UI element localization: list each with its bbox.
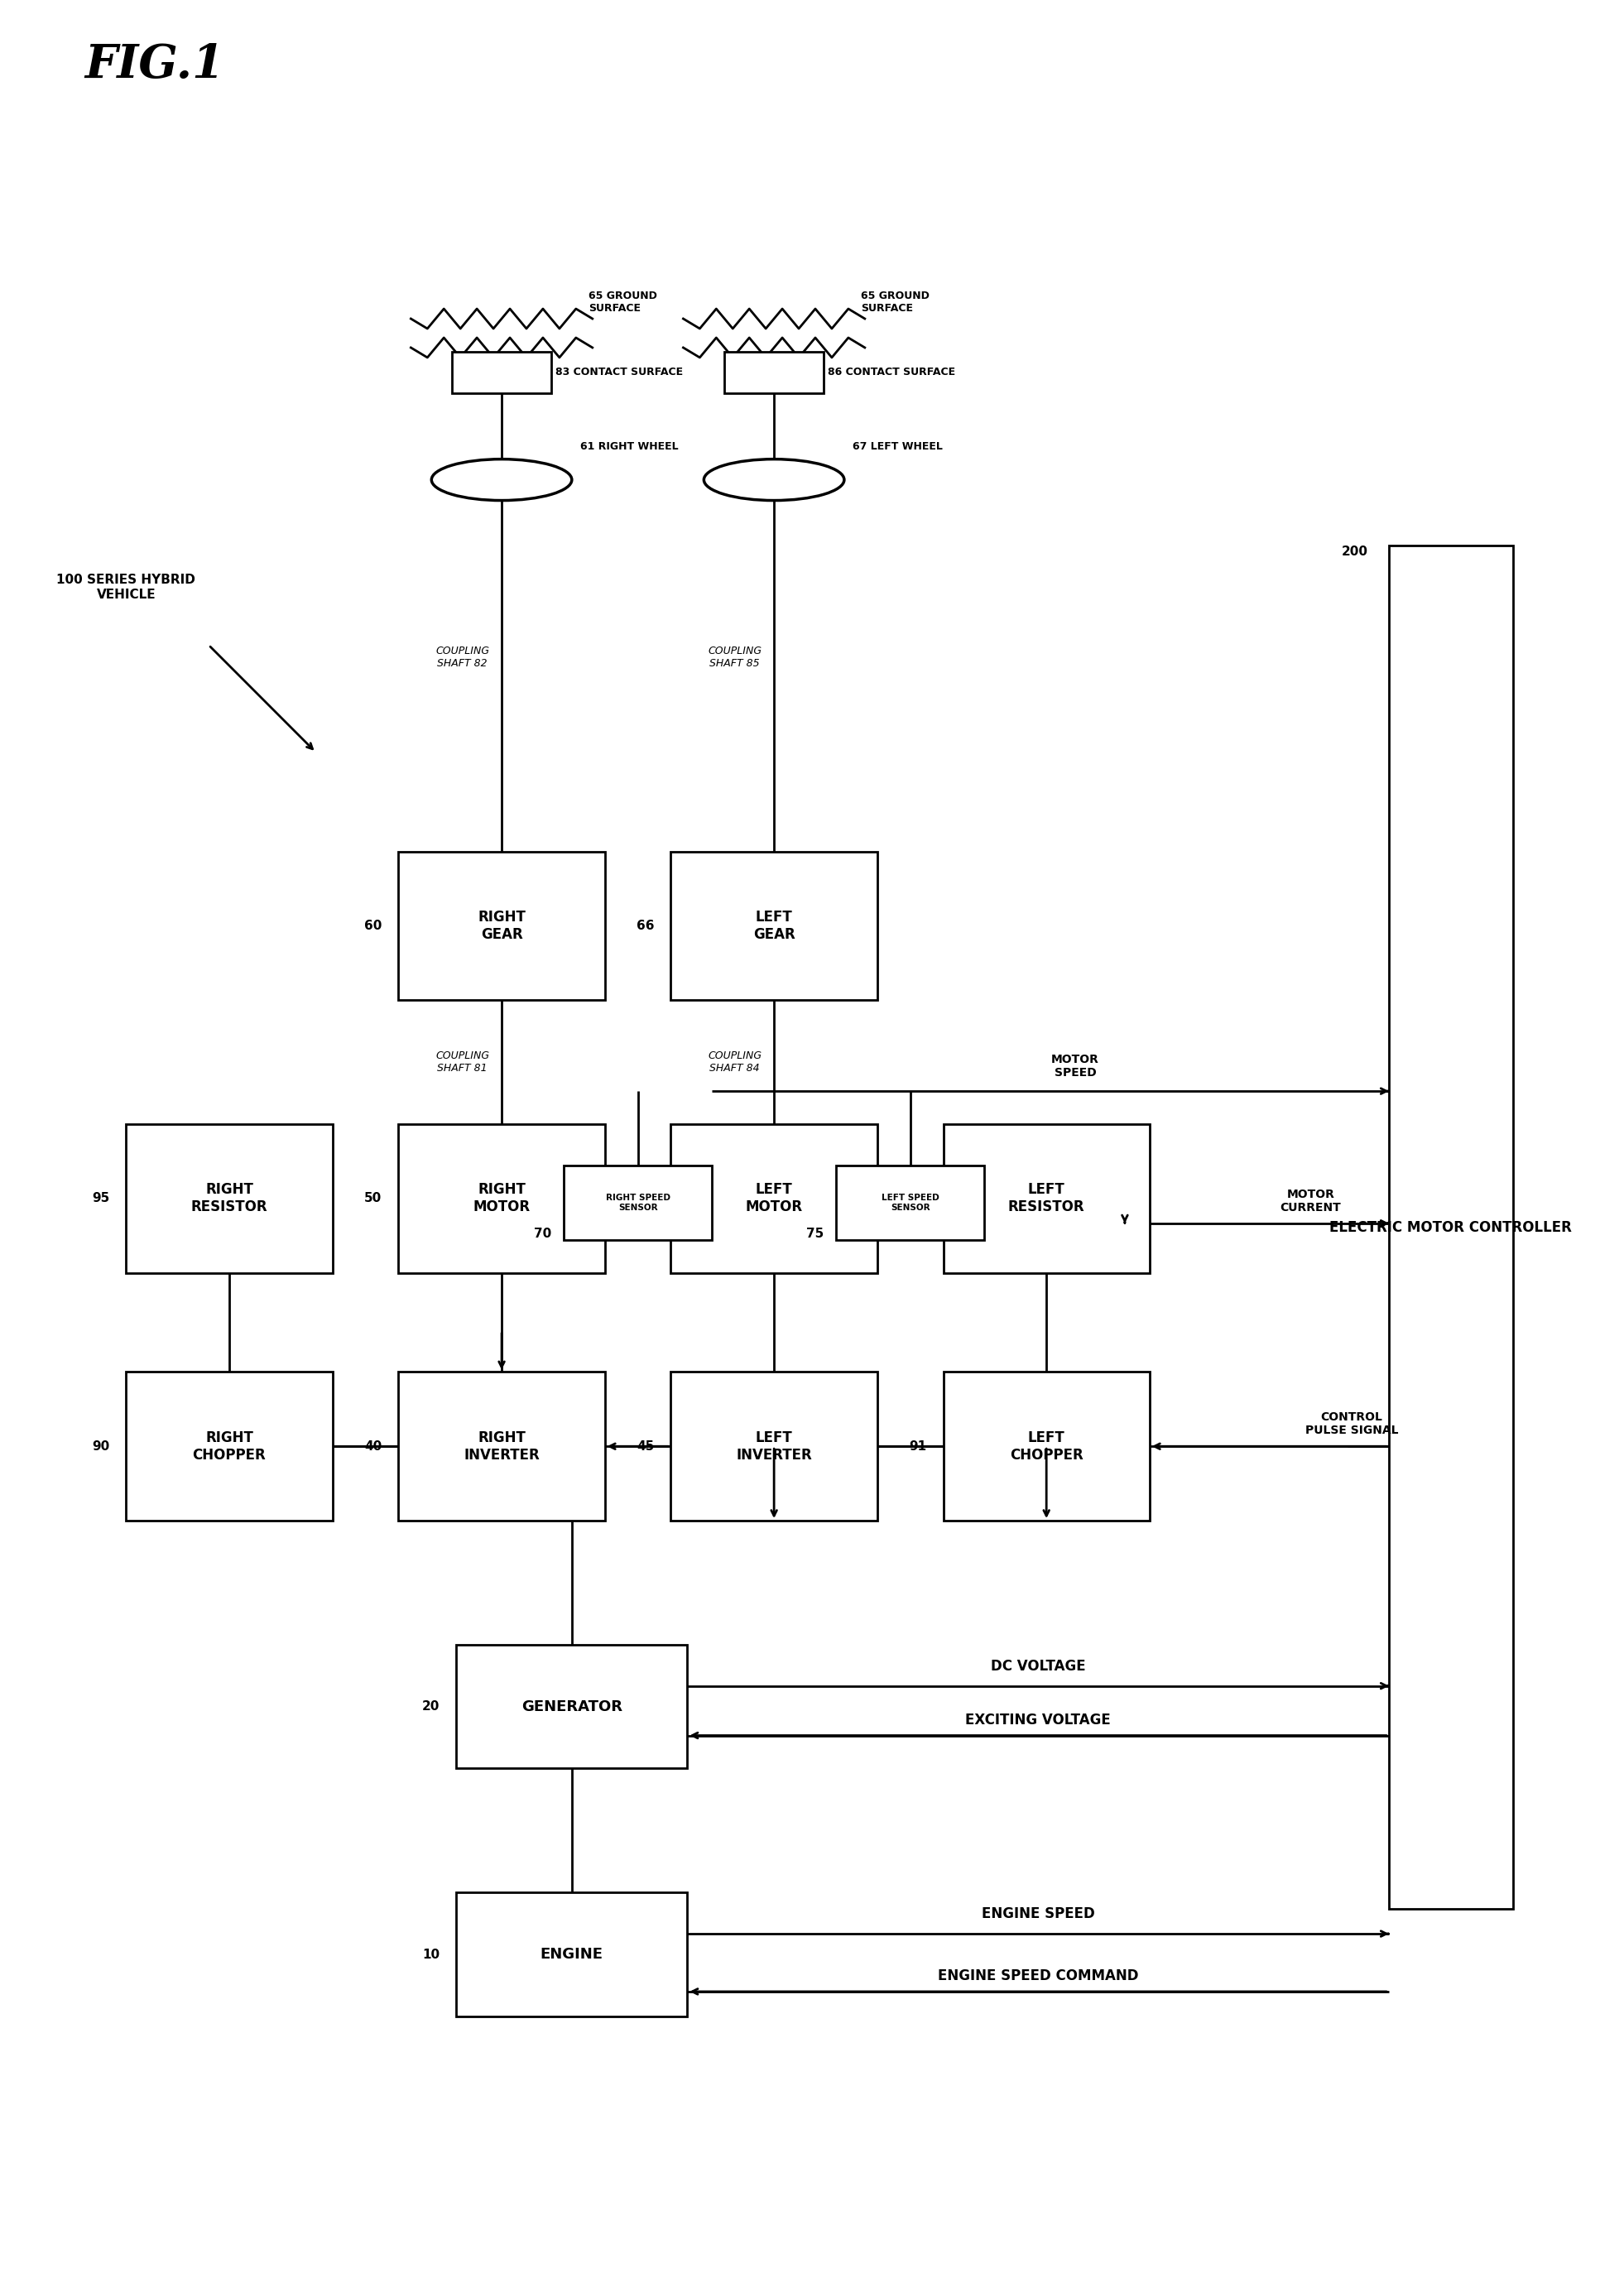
Text: COUPLING
SHAFT 85: COUPLING SHAFT 85	[708, 646, 762, 669]
Text: 70: 70	[534, 1228, 551, 1240]
Text: 20: 20	[422, 1701, 440, 1712]
Text: 66: 66	[637, 920, 654, 931]
FancyBboxPatch shape	[724, 352, 823, 393]
Text: 90: 90	[93, 1441, 109, 1452]
FancyBboxPatch shape	[671, 1123, 877, 1274]
Text: 65 GROUND
SURFACE: 65 GROUND SURFACE	[861, 290, 929, 313]
FancyBboxPatch shape	[671, 1372, 877, 1520]
Text: RIGHT
CHOPPER: RIGHT CHOPPER	[193, 1429, 266, 1463]
Text: 45: 45	[637, 1441, 654, 1452]
Ellipse shape	[432, 459, 572, 500]
Text: LEFT
GEAR: LEFT GEAR	[754, 911, 796, 943]
Text: COUPLING
SHAFT 84: COUPLING SHAFT 84	[708, 1050, 762, 1073]
Text: RIGHT SPEED
SENSOR: RIGHT SPEED SENSOR	[606, 1194, 671, 1212]
Text: 61 RIGHT WHEEL: 61 RIGHT WHEEL	[580, 441, 679, 452]
FancyBboxPatch shape	[456, 1644, 687, 1769]
Text: 91: 91	[909, 1441, 927, 1452]
FancyBboxPatch shape	[398, 1123, 604, 1274]
Text: COUPLING
SHAFT 81: COUPLING SHAFT 81	[435, 1050, 489, 1073]
FancyBboxPatch shape	[398, 852, 604, 1000]
Text: RIGHT
MOTOR: RIGHT MOTOR	[473, 1183, 531, 1215]
FancyBboxPatch shape	[836, 1164, 984, 1240]
FancyBboxPatch shape	[398, 1372, 604, 1520]
FancyBboxPatch shape	[1389, 546, 1512, 1909]
FancyBboxPatch shape	[944, 1372, 1150, 1520]
Text: FIG.1: FIG.1	[84, 41, 224, 87]
FancyBboxPatch shape	[451, 352, 551, 393]
FancyBboxPatch shape	[944, 1123, 1150, 1274]
Text: 95: 95	[93, 1192, 109, 1205]
Text: GENERATOR: GENERATOR	[521, 1699, 622, 1715]
Text: MOTOR
CURRENT: MOTOR CURRENT	[1280, 1189, 1341, 1212]
Text: 67 LEFT WHEEL: 67 LEFT WHEEL	[853, 441, 942, 452]
FancyBboxPatch shape	[127, 1123, 333, 1274]
Text: LEFT
RESISTOR: LEFT RESISTOR	[1009, 1183, 1085, 1215]
Text: RIGHT
GEAR: RIGHT GEAR	[477, 911, 526, 943]
Text: DC VOLTAGE: DC VOLTAGE	[991, 1660, 1085, 1673]
Text: 60: 60	[364, 920, 382, 931]
Text: ENGINE SPEED COMMAND: ENGINE SPEED COMMAND	[937, 1968, 1138, 1984]
Text: RIGHT
INVERTER: RIGHT INVERTER	[464, 1429, 539, 1463]
Text: 100 SERIES HYBRID
VEHICLE: 100 SERIES HYBRID VEHICLE	[57, 573, 195, 600]
Text: MOTOR
SPEED: MOTOR SPEED	[1051, 1055, 1099, 1078]
Text: CONTROL
PULSE SIGNAL: CONTROL PULSE SIGNAL	[1306, 1411, 1398, 1436]
FancyBboxPatch shape	[456, 1893, 687, 2016]
FancyBboxPatch shape	[127, 1372, 333, 1520]
Text: 55: 55	[637, 1192, 654, 1205]
Ellipse shape	[703, 459, 844, 500]
Text: RIGHT
RESISTOR: RIGHT RESISTOR	[192, 1183, 268, 1215]
Text: LEFT
INVERTER: LEFT INVERTER	[736, 1429, 812, 1463]
FancyBboxPatch shape	[671, 852, 877, 1000]
FancyBboxPatch shape	[564, 1164, 713, 1240]
Text: 50: 50	[364, 1192, 382, 1205]
Text: 40: 40	[364, 1441, 382, 1452]
Text: 75: 75	[806, 1228, 823, 1240]
Text: EXCITING VOLTAGE: EXCITING VOLTAGE	[965, 1712, 1111, 1728]
Text: ENGINE: ENGINE	[541, 1947, 603, 1961]
Text: LEFT
CHOPPER: LEFT CHOPPER	[1010, 1429, 1083, 1463]
Text: 83 CONTACT SURFACE: 83 CONTACT SURFACE	[555, 368, 682, 377]
Text: ELECTRIC MOTOR CONTROLLER: ELECTRIC MOTOR CONTROLLER	[1330, 1219, 1572, 1235]
Text: 200: 200	[1341, 546, 1369, 559]
Text: ENGINE SPEED: ENGINE SPEED	[981, 1906, 1095, 1922]
Text: 86 CONTACT SURFACE: 86 CONTACT SURFACE	[828, 368, 955, 377]
Text: 96: 96	[909, 1192, 927, 1205]
Text: COUPLING
SHAFT 82: COUPLING SHAFT 82	[435, 646, 489, 669]
Text: LEFT SPEED
SENSOR: LEFT SPEED SENSOR	[882, 1194, 939, 1212]
Text: LEFT
MOTOR: LEFT MOTOR	[745, 1183, 802, 1215]
Text: 10: 10	[422, 1947, 440, 1961]
Text: 65 GROUND
SURFACE: 65 GROUND SURFACE	[588, 290, 658, 313]
